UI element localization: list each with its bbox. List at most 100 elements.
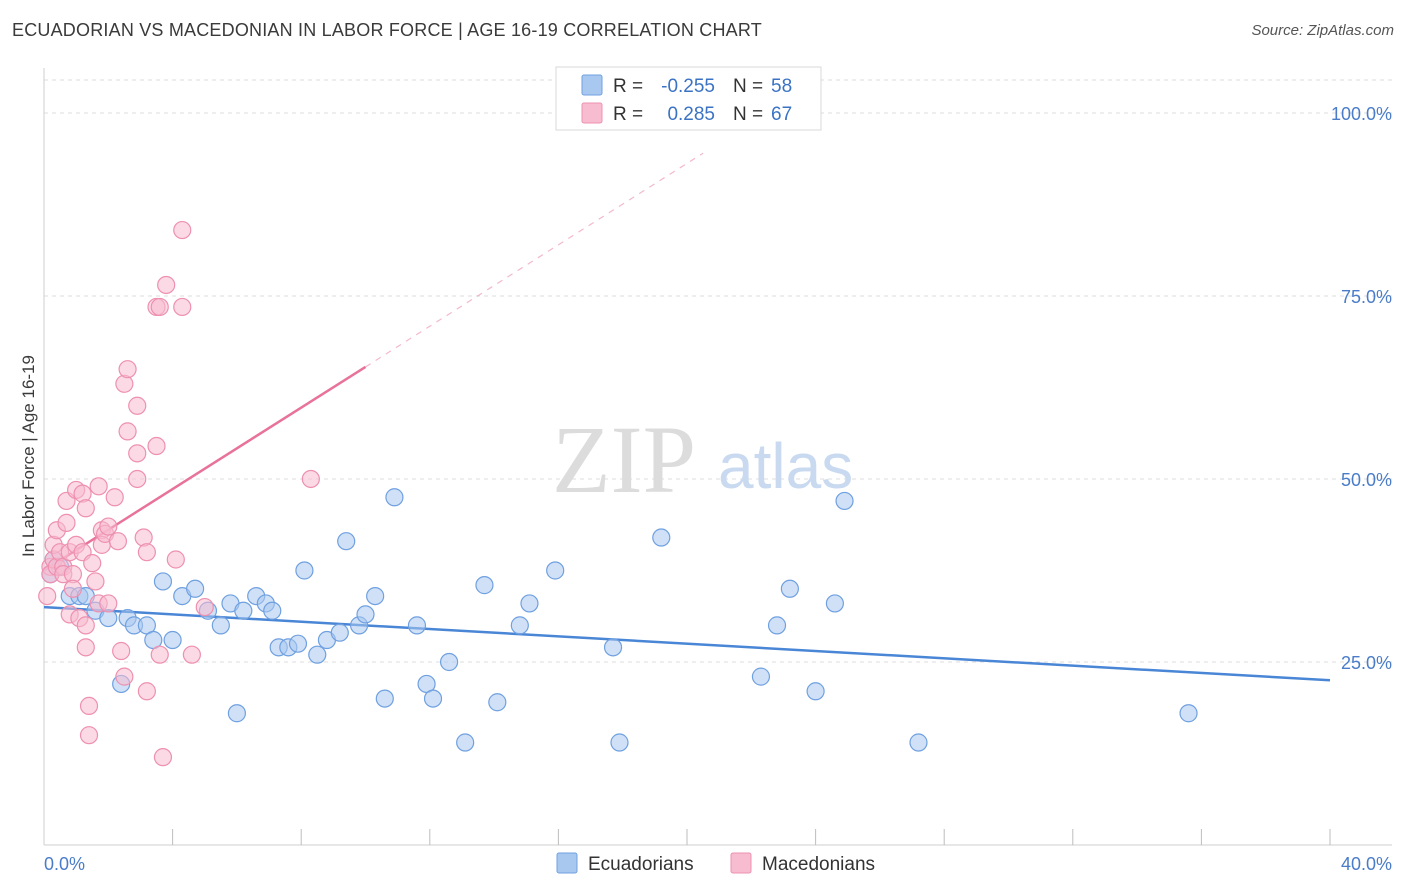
macedonians-point-51 — [150, 645, 169, 664]
ecuadorians-point-37 — [385, 488, 404, 507]
macedonians-point-58 — [195, 597, 214, 617]
legend-bottom-label-macedonians: Macedonians — [762, 854, 875, 875]
macedonians-point-28 — [89, 477, 108, 496]
ecuadorians-point-24 — [263, 601, 282, 620]
macedonians-point-15 — [63, 579, 83, 598]
macedonians-point-33 — [99, 594, 118, 613]
macedonians-point-37 — [112, 641, 131, 661]
source-label: Source: ZipAtlas.com — [1251, 22, 1394, 39]
y-tick-label-75: 75.0% — [1341, 287, 1392, 307]
ecuadorians-point-20 — [227, 704, 246, 723]
macedonians-point-36 — [108, 532, 128, 551]
grid-lines — [44, 79, 1392, 663]
ecuadorians-point-18 — [211, 616, 230, 635]
ecuadorians-point-51 — [751, 667, 771, 686]
ecuadorians-point-49 — [610, 733, 629, 752]
ecuadorians-point-55 — [825, 594, 844, 613]
watermark-zip: ZIP — [552, 406, 696, 513]
macedonians-point-11 — [57, 513, 76, 532]
macedonians-point-22 — [76, 638, 95, 657]
ecuadorians-point-29 — [308, 645, 327, 664]
ecuadorians-point-38 — [407, 616, 427, 635]
ecuadorians-point-42 — [456, 733, 475, 752]
legend-swatch-macedonians — [581, 102, 603, 124]
ecuadorians-point-44 — [488, 693, 507, 712]
macedonians-point-57 — [182, 645, 201, 664]
watermark: ZIP atlas — [552, 406, 853, 513]
macedonians-point-35 — [105, 488, 124, 507]
ecuadorians-point-56 — [835, 491, 854, 511]
legend-n-value-2: 67 — [771, 104, 792, 125]
macedonians-point-54 — [166, 550, 185, 569]
macedonians-point-47 — [137, 682, 156, 701]
legend-n-value-1: 58 — [771, 76, 792, 97]
macedonians-point-50 — [150, 297, 169, 317]
macedonians-point-42 — [128, 396, 147, 415]
macedonians-point-26 — [83, 554, 102, 573]
ecuadorians-point-52 — [767, 616, 787, 635]
chart-title: ECUADORIAN VS MACEDONIAN IN LABOR FORCE … — [12, 20, 762, 40]
macedonians-point-43 — [128, 444, 147, 463]
y-tick-label-100: 100.0% — [1331, 104, 1392, 124]
legend-bottom-label-ecuadorians: Ecuadorians — [588, 854, 694, 875]
x-tick-label-left: 0.0% — [44, 854, 85, 874]
macedonians-point-59 — [301, 469, 320, 489]
macedonians-point-38 — [115, 667, 134, 686]
macedonians-point-21 — [76, 499, 95, 518]
ecuadorians-point-41 — [439, 652, 459, 672]
watermark-atlas: atlas — [718, 430, 853, 502]
legend-swatch-ecuadorians — [581, 74, 603, 96]
legend-r-value-2: 0.285 — [667, 104, 715, 125]
legend-n-label-2: N = — [733, 104, 763, 125]
legend-n-label-1: N = — [733, 76, 763, 97]
macedonians-point-56 — [173, 297, 192, 317]
legend-r-label-2: R = — [613, 104, 643, 125]
y-tick-label-50: 50.0% — [1341, 470, 1392, 490]
ecuadorians-point-27 — [288, 634, 308, 653]
macedonians-point-45 — [134, 528, 153, 547]
ecuadorians-point-13 — [153, 572, 173, 591]
y-tick-label-25: 25.0% — [1341, 653, 1392, 673]
macedonians-point-39 — [115, 374, 134, 393]
x-tick-label-right: 40.0% — [1341, 854, 1392, 874]
ecuadorians-point-40 — [423, 689, 443, 708]
ecuadorians-point-28 — [295, 561, 314, 580]
ecuadorians-point-31 — [330, 623, 349, 642]
macedonians-point-27 — [86, 572, 105, 591]
macedonians-point-40 — [118, 360, 137, 379]
legend-series: Ecuadorians Macedonians — [556, 852, 875, 875]
axes — [43, 68, 1392, 846]
y-axis-label: In Labor Force | Age 16-19 — [19, 355, 38, 557]
macedonians-point-53 — [157, 275, 176, 295]
legend-r-value-1: -0.255 — [661, 76, 715, 97]
ecuadorians-point-45 — [510, 616, 529, 635]
macedonians-point-24 — [79, 696, 99, 716]
ecuadorians-point-35 — [366, 587, 385, 606]
legend-bottom-swatch-macedonians — [730, 852, 752, 874]
ecuadorians-point-36 — [375, 689, 394, 708]
macedonians-point-52 — [153, 748, 173, 767]
macedonians-point-44 — [128, 469, 147, 489]
ecuadorians-point-16 — [186, 579, 205, 598]
data-points — [38, 220, 1198, 767]
ecuadorians-point-14 — [163, 630, 182, 650]
ecuadorians-point-58 — [1179, 704, 1198, 723]
ecuadorians-point-34 — [356, 605, 375, 624]
legend-r-label-1: R = — [613, 76, 643, 97]
macedonians-point-0 — [38, 587, 57, 606]
macedonians-trend-extension — [365, 152, 704, 368]
ecuadorians-point-48 — [603, 638, 623, 657]
ecuadorians-point-50 — [652, 528, 671, 547]
macedonians-point-25 — [79, 726, 99, 745]
macedonians-point-41 — [118, 422, 137, 441]
macedonians-point-34 — [99, 517, 118, 536]
y-tick-labels: 25.0% 50.0% 75.0% 100.0% — [1331, 104, 1392, 673]
ecuadorians-point-57 — [909, 733, 928, 752]
ecuadorians-point-46 — [520, 594, 539, 613]
ecuadorians-point-47 — [546, 561, 565, 580]
macedonians-point-49 — [147, 436, 166, 456]
ecuadorians-point-21 — [234, 601, 253, 620]
ecuadorians-point-32 — [337, 532, 356, 551]
macedonians-point-19 — [73, 484, 92, 503]
